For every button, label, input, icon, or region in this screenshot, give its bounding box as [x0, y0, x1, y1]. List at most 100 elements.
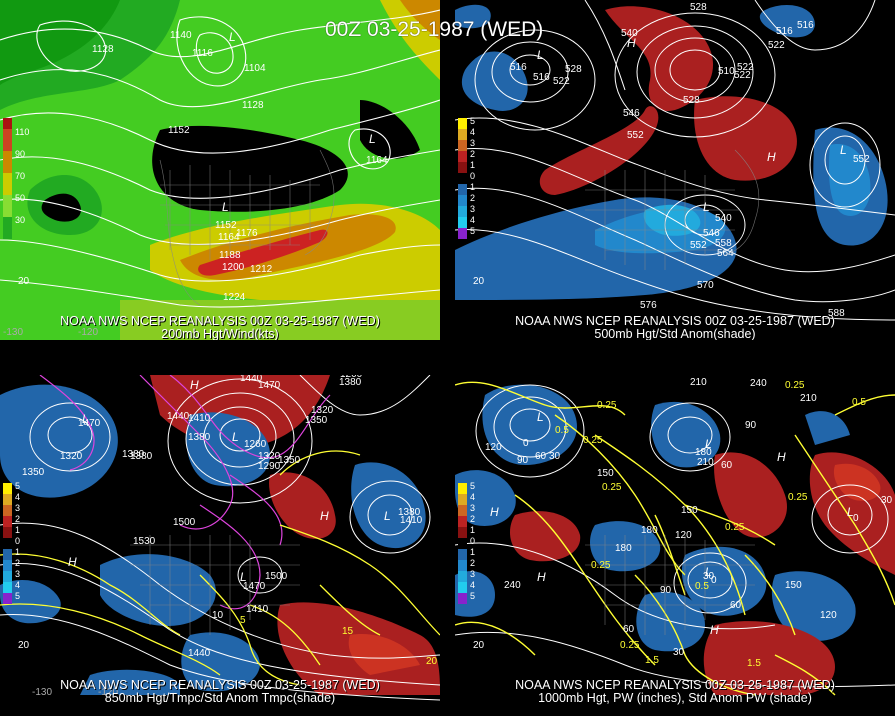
height-label: 150 [597, 468, 614, 479]
height-label: 210 [690, 377, 707, 388]
low-marker: L [847, 505, 854, 519]
height-label: 1350 [278, 455, 301, 466]
pw-label: 0.25 [583, 435, 603, 446]
height-label: 1200 [222, 262, 245, 273]
legend-swatch: 5 [3, 481, 20, 494]
low-marker: L [537, 410, 544, 424]
height-label: 1410 [400, 515, 423, 526]
map-1000mb [455, 375, 895, 715]
panel-source: NOAA NWS NCEP REANALYSIS 00Z 03-25-1987 … [515, 678, 835, 692]
panel-1000mb: 5 4 3 2 1 0 1 2 3 4 5 210 240 120 90 60 … [455, 375, 895, 715]
height-label: 552 [690, 240, 707, 251]
height-label: 60 [623, 624, 635, 635]
lat-label: 20 [473, 640, 485, 651]
height-label: 1104 [244, 63, 266, 74]
panel-200mb: 110 90 70 50 30 1128 1140 1116 1104 1128… [0, 0, 440, 340]
height-label: 1188 [219, 250, 241, 261]
height-label: 546 [703, 228, 720, 239]
low-marker: L [240, 570, 247, 584]
legend-swatch: 5 [458, 116, 475, 129]
height-label: 1116 [192, 48, 213, 59]
legend-swatch: 0 [458, 536, 475, 549]
height-label: 1380 [398, 507, 421, 518]
main-title: 00Z 03-25-1987 (WED) [325, 18, 544, 41]
panel-source: NOAA NWS NCEP REANALYSIS 00Z 03-25-1987 … [515, 314, 835, 328]
legend-swatch: 1 [3, 547, 20, 560]
legend-swatch: 50 [3, 193, 25, 217]
height-label: 570 [697, 280, 714, 291]
height-label: 1128 [242, 100, 264, 111]
pw-label: 1.5 [747, 658, 761, 669]
low-marker: L [840, 143, 847, 157]
legend-500mb: 5 4 3 2 1 0 1 2 3 4 5 [458, 116, 475, 239]
legend-swatch: 1 [458, 525, 475, 538]
height-label: 240 [750, 378, 767, 389]
height-label: 90 [517, 455, 529, 466]
temp-label: 10 [212, 610, 224, 621]
panel-500mb: 5 4 3 2 1 0 1 2 3 4 5 528 516 522 516 52… [455, 0, 895, 340]
legend-swatch: 2 [458, 558, 475, 571]
legend-swatch: 2 [3, 558, 20, 571]
height-label: 1320 [60, 451, 83, 462]
height-label: 1176 [236, 228, 258, 239]
height-label: 564 [717, 248, 734, 259]
height-label: 516 [797, 20, 814, 31]
height-label: 180 [641, 525, 658, 536]
panel-subtitle: 850mb Hgt/Tmpc/Std Anom Tmpc(shade) [104, 691, 336, 705]
panel-subtitle: 500mb Hgt/Std Anom(shade) [594, 327, 756, 340]
height-label: 546 [623, 108, 640, 119]
height-label: 210 [800, 393, 817, 404]
height-label: 588 [828, 308, 845, 319]
legend-swatch: 30 [3, 215, 25, 239]
pw-label: 0.25 [591, 560, 611, 571]
high-marker: H [320, 509, 329, 523]
legend-swatch: 5 [458, 226, 475, 239]
height-label: 1380 [130, 451, 153, 462]
height-label: 1470 [78, 418, 101, 429]
height-label: 120 [675, 530, 692, 541]
height-label: 60 [535, 451, 547, 462]
map-500mb [455, 0, 895, 340]
height-label: 1500 [173, 517, 196, 528]
panel-subtitle: 200mb Hgt/Wind(kts) [161, 327, 279, 340]
height-label: 516 [533, 72, 550, 83]
height-label: 558 [715, 238, 732, 249]
height-label: 1470 [258, 380, 281, 391]
low-marker: L [384, 509, 391, 523]
pw-label: 0.25 [785, 380, 805, 391]
height-label: 1128 [92, 44, 114, 55]
low-marker: L [232, 430, 239, 444]
high-marker: H [537, 570, 546, 584]
height-label: 528 [690, 2, 707, 13]
height-label: 1212 [250, 264, 273, 275]
height-label: 0 [853, 513, 859, 524]
height-label: 1470 [243, 581, 266, 592]
height-label: 522 [734, 70, 751, 81]
height-label: 1380 [339, 377, 362, 388]
height-label: 210 [697, 457, 714, 468]
lat-label: 20 [473, 276, 485, 287]
panel-850mb: 5 4 3 2 1 0 1 2 3 4 5 1440 1470 1530 120… [0, 375, 440, 715]
height-label: 1140 [170, 30, 192, 41]
height-label: 522 [553, 76, 570, 87]
low-marker: L [537, 48, 544, 62]
height-label: 150 [681, 505, 698, 516]
height-label: 1224 [223, 292, 246, 303]
lon-label: -120 [78, 327, 99, 338]
legend-swatch: 1 [458, 182, 475, 195]
height-label: 1500 [265, 571, 288, 582]
low-marker: L [703, 200, 710, 214]
height-label: 1152 [168, 125, 190, 136]
height-label: 1380 [122, 449, 145, 460]
legend-swatch: 2 [458, 193, 475, 206]
pw-label: 0.25 [788, 492, 808, 503]
map-850mb [0, 375, 440, 715]
legend-swatch: 5 [458, 591, 475, 604]
height-label: 1410 [188, 413, 211, 424]
legend-swatch: 0 [3, 536, 20, 549]
height-label: 30 [549, 451, 561, 462]
pw-label: 0.25 [597, 400, 617, 411]
high-marker: H [490, 505, 499, 519]
pw-label: 0.5 [852, 397, 866, 408]
high-marker: H [627, 36, 636, 50]
